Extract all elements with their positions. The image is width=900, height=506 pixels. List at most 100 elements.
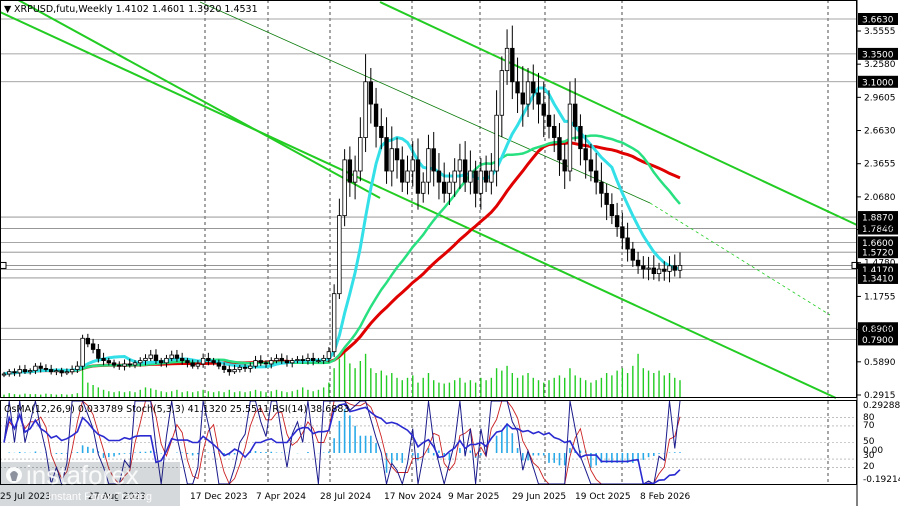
time-label: 9 Mar 2025: [448, 492, 499, 502]
candle-body: [651, 267, 656, 275]
candle-body: [253, 360, 258, 367]
candle-body: [237, 366, 243, 370]
time-label: 25 Jul 2023: [0, 492, 51, 502]
candle-body: [562, 159, 567, 172]
candle-body: [531, 81, 536, 94]
candle-body: [211, 360, 216, 364]
candle-body: [620, 226, 625, 239]
candle-body: [148, 354, 153, 359]
candle-body: [457, 159, 463, 172]
osc-axis-label: 30: [863, 451, 875, 461]
trend-channel-line: [16, 0, 381, 199]
price-tick-label: 2.6630: [864, 127, 896, 137]
time-label: 29 Jun 2025: [512, 492, 566, 502]
candle-body: [641, 265, 646, 270]
candle-body: [625, 237, 630, 250]
candle-body: [358, 137, 363, 172]
candle-body: [373, 103, 379, 127]
price-tick-label: 2.0680: [864, 193, 896, 203]
instaforex-logo: instaforex Instant Forex Trading: [0, 460, 180, 506]
candle-body: [421, 181, 426, 194]
price-tick-label: 2.9605: [864, 93, 896, 103]
watermark-tagline: Instant Forex Trading: [48, 491, 152, 503]
candle-body: [43, 368, 49, 370]
candle-body: [143, 357, 148, 361]
candle-body: [248, 365, 253, 369]
time-label: 19 Oct 2025: [575, 492, 631, 502]
candle-body: [452, 170, 457, 183]
candle-body: [677, 265, 683, 271]
candle-body: [400, 159, 405, 183]
candle-body: [159, 360, 164, 364]
time-label: 8 Feb 2026: [640, 492, 691, 502]
level-tag-label: 1.8870: [862, 214, 894, 224]
candle-body: [69, 369, 75, 373]
level-tag: [858, 236, 898, 249]
time-axis: 25 Jul 2023 27 Aug 2023 17 Dec 2023 7 Apr 2…: [0, 492, 691, 502]
candle-body: [468, 170, 473, 183]
trend-channels: [0, 0, 858, 399]
level-tag-label: 0.8900: [862, 325, 894, 335]
ma-cyan-line: [3, 86, 681, 376]
price-tick-label: 1.4780: [864, 259, 896, 269]
rsi-line: [3, 403, 681, 485]
candle-body: [232, 369, 237, 373]
price-tick-label: 3.2580: [864, 60, 896, 70]
price-tick-label: 0.5890: [864, 358, 896, 368]
osc-axis-label: 80: [863, 413, 875, 423]
price-tick-label: 2.3655: [864, 160, 896, 170]
candle-body: [101, 357, 106, 361]
candle-body: [117, 364, 122, 367]
candle-body: [410, 159, 415, 172]
watermark-brand: instaforex: [26, 460, 139, 490]
candle-body: [667, 265, 672, 272]
candle-body: [153, 354, 159, 361]
price-tick-label: 0.2915: [864, 391, 896, 401]
level-tag: [858, 211, 898, 224]
candle-body: [164, 357, 169, 364]
candle-body: [525, 81, 531, 105]
candle-body: [436, 170, 442, 183]
candle-body: [190, 362, 195, 367]
level-tag: [858, 271, 898, 284]
candle-body: [394, 148, 400, 161]
candle-body: [494, 114, 499, 172]
candle-body: [12, 371, 17, 374]
candle-body: [1, 373, 7, 376]
chart-grid: [204, 0, 829, 484]
ma-green-line: [3, 134, 681, 376]
candle-body: [441, 181, 447, 194]
candle-body: [106, 360, 112, 364]
candle-body: [316, 360, 321, 362]
candle-body: [552, 125, 557, 138]
candle-body: [331, 293, 337, 353]
level-tag-label: 3.1000: [862, 78, 894, 88]
candle-body: [96, 349, 101, 359]
candle-body: [352, 170, 358, 183]
candle-body: [305, 357, 311, 361]
candle-body: [174, 354, 180, 359]
candle-body: [221, 365, 227, 370]
candle-body: [185, 360, 190, 364]
candle-body: [28, 370, 33, 373]
candle-body: [662, 268, 667, 272]
price-tick-label: 0.8780: [864, 326, 896, 336]
osc-axis-label: -0.192141: [863, 475, 900, 485]
candle-body: [127, 363, 132, 366]
trend-channel-line: [379, 1, 858, 226]
candle-body: [274, 357, 279, 361]
candle-body: [284, 360, 290, 364]
candle-body: [326, 351, 332, 359]
candle-body: [520, 92, 525, 105]
candle-body: [347, 159, 353, 183]
candle-body: [510, 47, 515, 83]
instaforex-logo-icon: [6, 467, 22, 483]
candle-body: [478, 170, 484, 194]
level-tag-label: 1.6600: [862, 239, 894, 249]
candle-body: [415, 159, 421, 194]
candle-body: [48, 369, 54, 373]
candle-body: [310, 357, 316, 361]
candle-body: [295, 359, 300, 361]
